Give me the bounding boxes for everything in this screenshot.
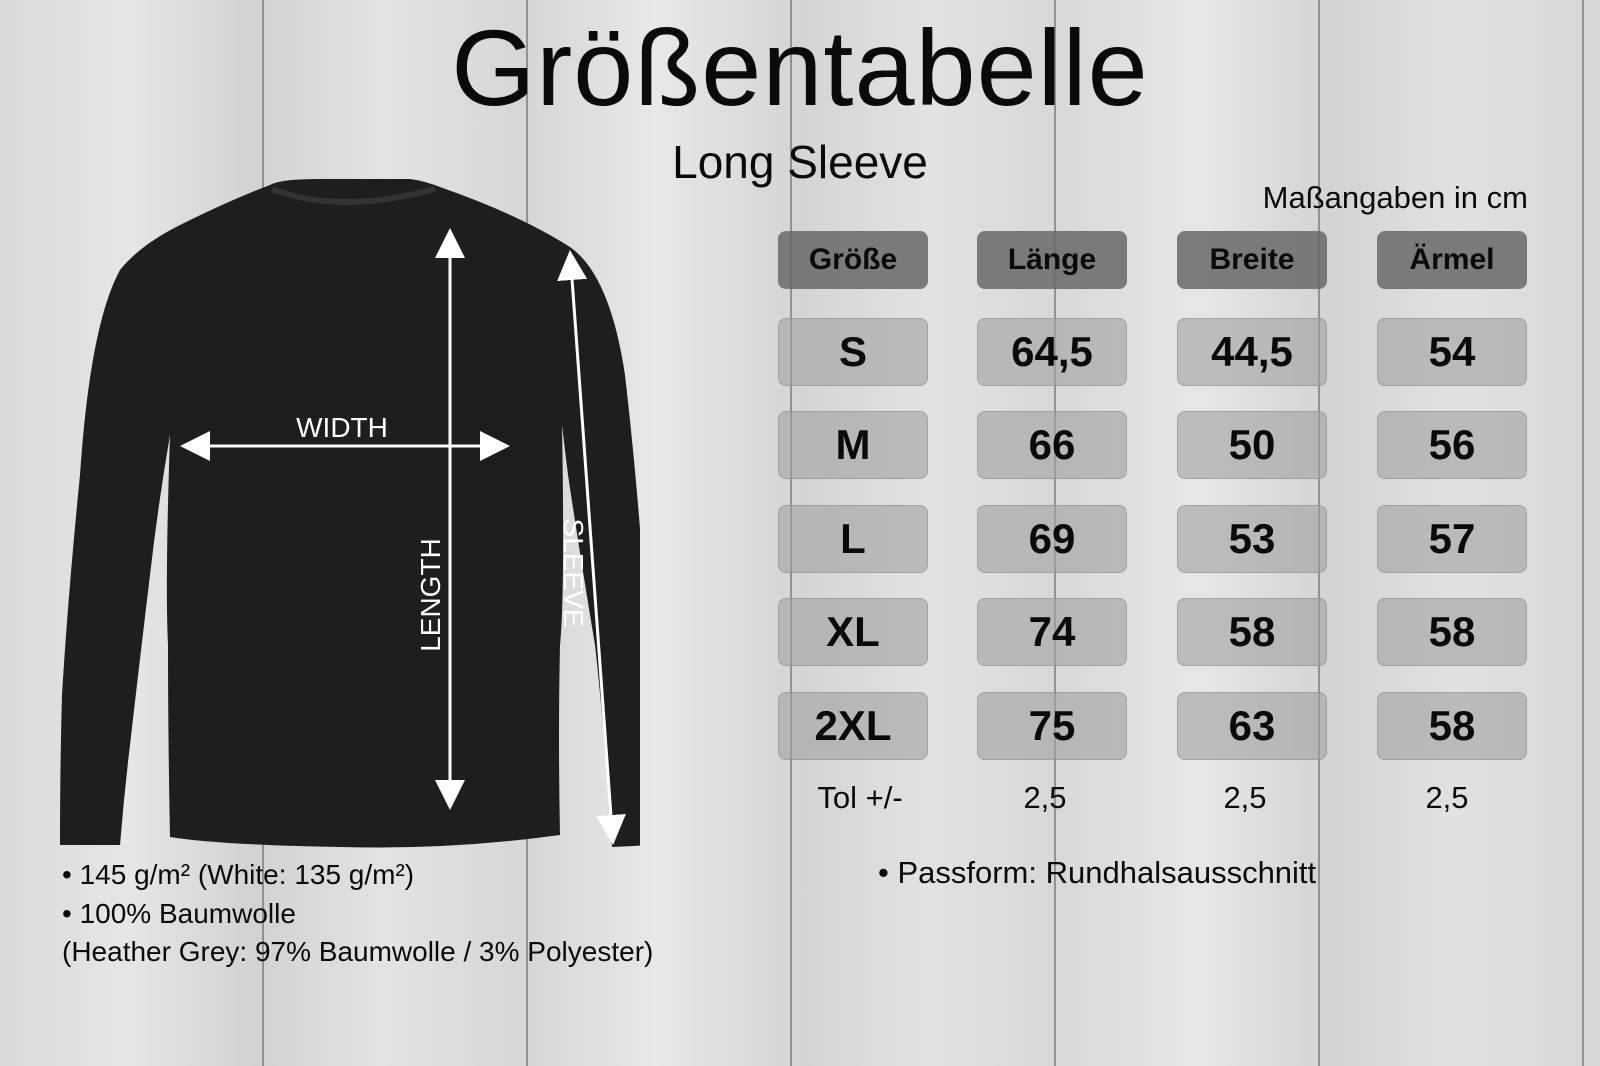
width-cell: 58 <box>1177 598 1327 666</box>
shirt-diagram: WIDTH LENGTH SLEEVE <box>60 179 640 848</box>
size-cell: M <box>778 411 928 479</box>
length-cell: 74 <box>977 598 1127 666</box>
material-detail-note: (Heather Grey: 97% Baumwolle / 3% Polyes… <box>62 936 654 967</box>
header-width: Breite <box>1177 231 1327 289</box>
length-label: LENGTH <box>415 538 446 652</box>
units-note: Maßangaben in cm <box>1262 180 1528 215</box>
width-cell: 63 <box>1177 692 1327 760</box>
header-length: Länge <box>977 231 1127 289</box>
sleeve-cell: 58 <box>1377 692 1527 760</box>
width-cell: 53 <box>1177 505 1327 573</box>
size-cell: S <box>778 318 928 386</box>
tolerance-label: Tol +/- <box>817 780 903 815</box>
width-cell: 50 <box>1177 411 1327 479</box>
fit-note: • Passform: Rundhalsausschnitt <box>878 855 1317 890</box>
size-cell: 2XL <box>778 692 928 760</box>
length-cell: 75 <box>977 692 1127 760</box>
sleeve-arrow <box>557 250 626 845</box>
width-label: WIDTH <box>296 412 388 443</box>
shirt-body <box>60 179 640 848</box>
width-cell: 44,5 <box>1177 318 1327 386</box>
length-cell: 66 <box>977 411 1127 479</box>
header-size: Größe <box>778 231 928 289</box>
page-subtitle: Long Sleeve <box>672 136 928 188</box>
sleeve-cell: 56 <box>1377 411 1527 479</box>
material-note: • 100% Baumwolle <box>62 898 296 929</box>
length-cell: 69 <box>977 505 1127 573</box>
header-sleeve: Ärmel <box>1377 231 1527 289</box>
tolerance-width: 2,5 <box>1223 780 1267 815</box>
size-cell: L <box>778 505 928 573</box>
sleeve-cell: 57 <box>1377 505 1527 573</box>
sleeve-cell: 58 <box>1377 598 1527 666</box>
page-title: Größentabelle <box>451 7 1149 128</box>
tolerance-sleeve: 2,5 <box>1425 780 1469 815</box>
weight-note: • 145 g/m² (White: 135 g/m²) <box>62 859 415 890</box>
size-cell: XL <box>778 598 928 666</box>
tolerance-length: 2,5 <box>1023 780 1067 815</box>
shirt-collar <box>270 186 436 205</box>
length-cell: 64,5 <box>977 318 1127 386</box>
sleeve-cell: 54 <box>1377 318 1527 386</box>
sleeve-label: SLEEVE <box>558 519 589 628</box>
